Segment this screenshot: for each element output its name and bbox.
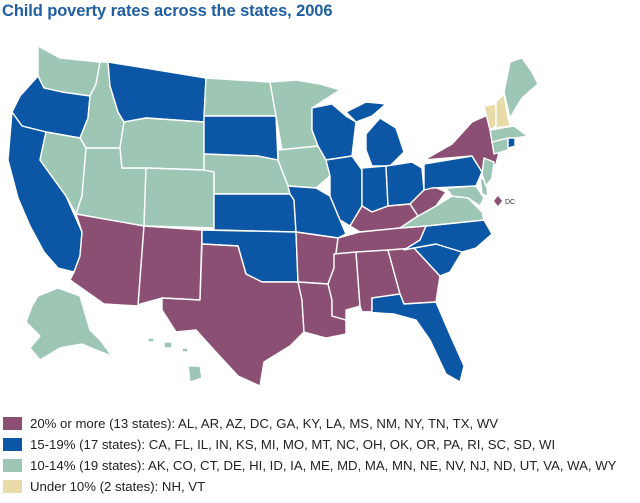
state-md[interactable]: [445, 185, 485, 207]
state-mi[interactable]: [345, 101, 405, 167]
state-in[interactable]: [361, 165, 389, 213]
legend-item-under-10: Under 10% (2 states): NH, VT: [3, 476, 616, 497]
state-hi[interactable]: [147, 337, 203, 383]
legend: 20% or more (13 states): AL, AR, AZ, DC,…: [3, 413, 616, 497]
legend-swatch: [3, 438, 22, 451]
legend-item-15-19: 15-19% (17 states): CA, FL, IL, IN, KS, …: [3, 434, 616, 455]
state-ma[interactable]: [489, 125, 529, 143]
state-co[interactable]: [143, 167, 215, 229]
legend-label: 20% or more (13 states): AL, AR, AZ, DC,…: [30, 416, 499, 431]
state-fl[interactable]: [361, 293, 465, 383]
legend-label: 15-19% (17 states): CA, FL, IL, IN, KS, …: [30, 437, 556, 452]
state-nh[interactable]: [495, 93, 511, 129]
legend-item-20-plus: 20% or more (13 states): AL, AR, AZ, DC,…: [3, 413, 616, 434]
state-dc[interactable]: [494, 196, 502, 206]
state-ks[interactable]: [213, 193, 297, 233]
dc-label: DC: [505, 199, 515, 206]
state-wy[interactable]: [119, 117, 205, 171]
legend-item-10-14: 10-14% (19 states): AK, CO, CT, DE, HI, …: [3, 455, 616, 476]
state-tx[interactable]: [161, 243, 305, 387]
state-nc[interactable]: [403, 219, 493, 253]
state-ny[interactable]: [423, 113, 501, 173]
us-map: DC: [7, 45, 539, 387]
state-ne[interactable]: [203, 153, 291, 195]
state-nd[interactable]: [203, 77, 277, 117]
legend-swatch: [3, 459, 22, 472]
state-pa[interactable]: [423, 155, 483, 191]
legend-label: Under 10% (2 states): NH, VT: [30, 479, 206, 494]
state-mt[interactable]: [107, 61, 207, 123]
state-nj[interactable]: [481, 157, 495, 187]
legend-swatch: [3, 417, 22, 430]
state-az[interactable]: [69, 213, 145, 307]
state-mo[interactable]: [287, 185, 347, 239]
state-nm[interactable]: [137, 225, 203, 307]
legend-swatch: [3, 480, 22, 493]
legend-label: 10-14% (19 states): AK, CO, CT, DE, HI, …: [30, 458, 617, 473]
state-sd[interactable]: [203, 115, 279, 161]
state-ak[interactable]: [25, 287, 113, 361]
map-title: Child poverty rates across the states, 2…: [2, 2, 333, 20]
state-me[interactable]: [503, 57, 539, 119]
